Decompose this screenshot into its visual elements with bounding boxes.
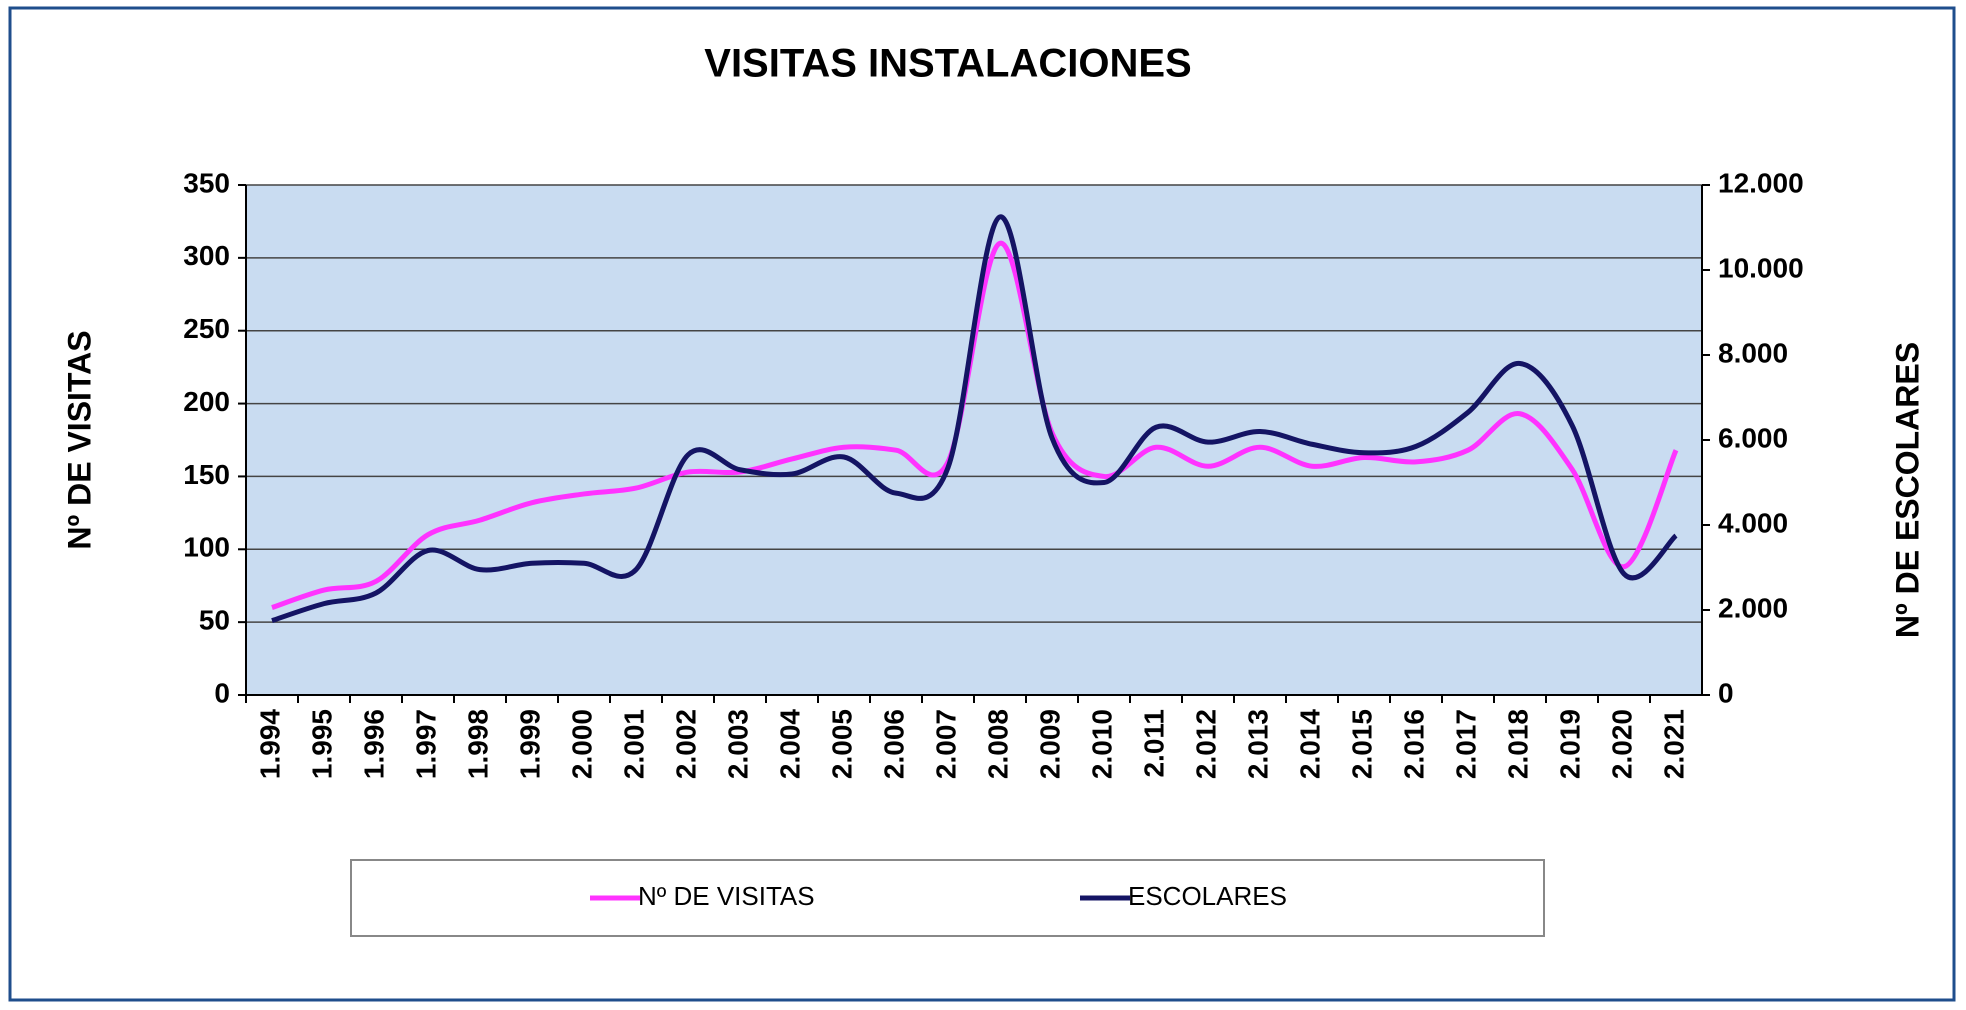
x-tick-label: 2.018 xyxy=(1502,709,1533,779)
x-tick-label: 2.008 xyxy=(982,709,1013,779)
x-tick-label: 2.006 xyxy=(878,709,909,779)
x-tick-label: 2.003 xyxy=(722,709,753,779)
legend xyxy=(350,859,1545,937)
x-tick-label: 1.994 xyxy=(254,709,285,779)
y2-tick-label: 12.000 xyxy=(1718,167,1804,198)
y2-tick-label: 2.000 xyxy=(1718,592,1788,623)
x-tick-label: 2.009 xyxy=(1034,709,1065,779)
x-tick-label: 1.999 xyxy=(514,709,545,779)
line-series xyxy=(271,214,1678,624)
y2-tick-label: 8.000 xyxy=(1718,337,1788,368)
y-tick-label: 250 xyxy=(183,313,230,344)
y-tick-label: 50 xyxy=(199,605,230,636)
chart-title: VISITAS INSTALACIONES xyxy=(704,42,1191,86)
x-tick-label: 2.020 xyxy=(1606,709,1637,779)
x-tick-label: 1.995 xyxy=(306,709,337,779)
x-tick-label: 2.015 xyxy=(1346,709,1377,779)
x-tick-label: 2.010 xyxy=(1086,709,1117,779)
x-tick-label: 2.016 xyxy=(1398,709,1429,779)
y2-tick-label: 6.000 xyxy=(1718,422,1788,453)
y-tick-label: 300 xyxy=(183,240,230,271)
y-tick-label: 350 xyxy=(183,167,230,198)
plot-area xyxy=(245,184,1703,696)
y2-tick-label: 10.000 xyxy=(1718,252,1804,283)
x-tick-label: 2.021 xyxy=(1658,709,1689,779)
legend-label: ESCOLARES xyxy=(1128,881,1287,911)
x-tick-label: 2.011 xyxy=(1138,709,1169,778)
x-tick-label: 1.998 xyxy=(462,709,493,779)
y2-tick-label: 4.000 xyxy=(1718,507,1788,538)
x-tick-label: 2.014 xyxy=(1294,709,1325,779)
line-series xyxy=(271,240,1679,610)
y-axis-label: Nº DE VISITAS xyxy=(61,330,97,549)
x-tick-label: 2.005 xyxy=(826,709,857,779)
x-tick-label: 2.001 xyxy=(618,709,649,779)
x-tick-label: 1.997 xyxy=(410,709,441,779)
y-tick-label: 100 xyxy=(183,532,230,563)
x-tick-label: 2.019 xyxy=(1554,709,1585,779)
y2-axis-label: Nº DE ESCOLARES xyxy=(1889,342,1925,638)
x-tick-label: 2.002 xyxy=(670,709,701,779)
x-tick-label: 1.996 xyxy=(358,709,389,779)
x-tick-label: 2.007 xyxy=(930,709,961,779)
legend-label: Nº DE VISITAS xyxy=(638,881,815,911)
x-tick-label: 2.000 xyxy=(566,709,597,779)
x-tick-label: 2.013 xyxy=(1242,709,1273,779)
x-tick-label: 2.017 xyxy=(1450,709,1481,779)
x-tick-label: 2.004 xyxy=(774,709,805,779)
x-tick-label: 2.012 xyxy=(1190,709,1221,779)
y2-tick-label: 0 xyxy=(1718,677,1734,708)
y-tick-label: 200 xyxy=(183,386,230,417)
y-tick-label: 0 xyxy=(214,677,230,708)
y-tick-label: 150 xyxy=(183,459,230,490)
